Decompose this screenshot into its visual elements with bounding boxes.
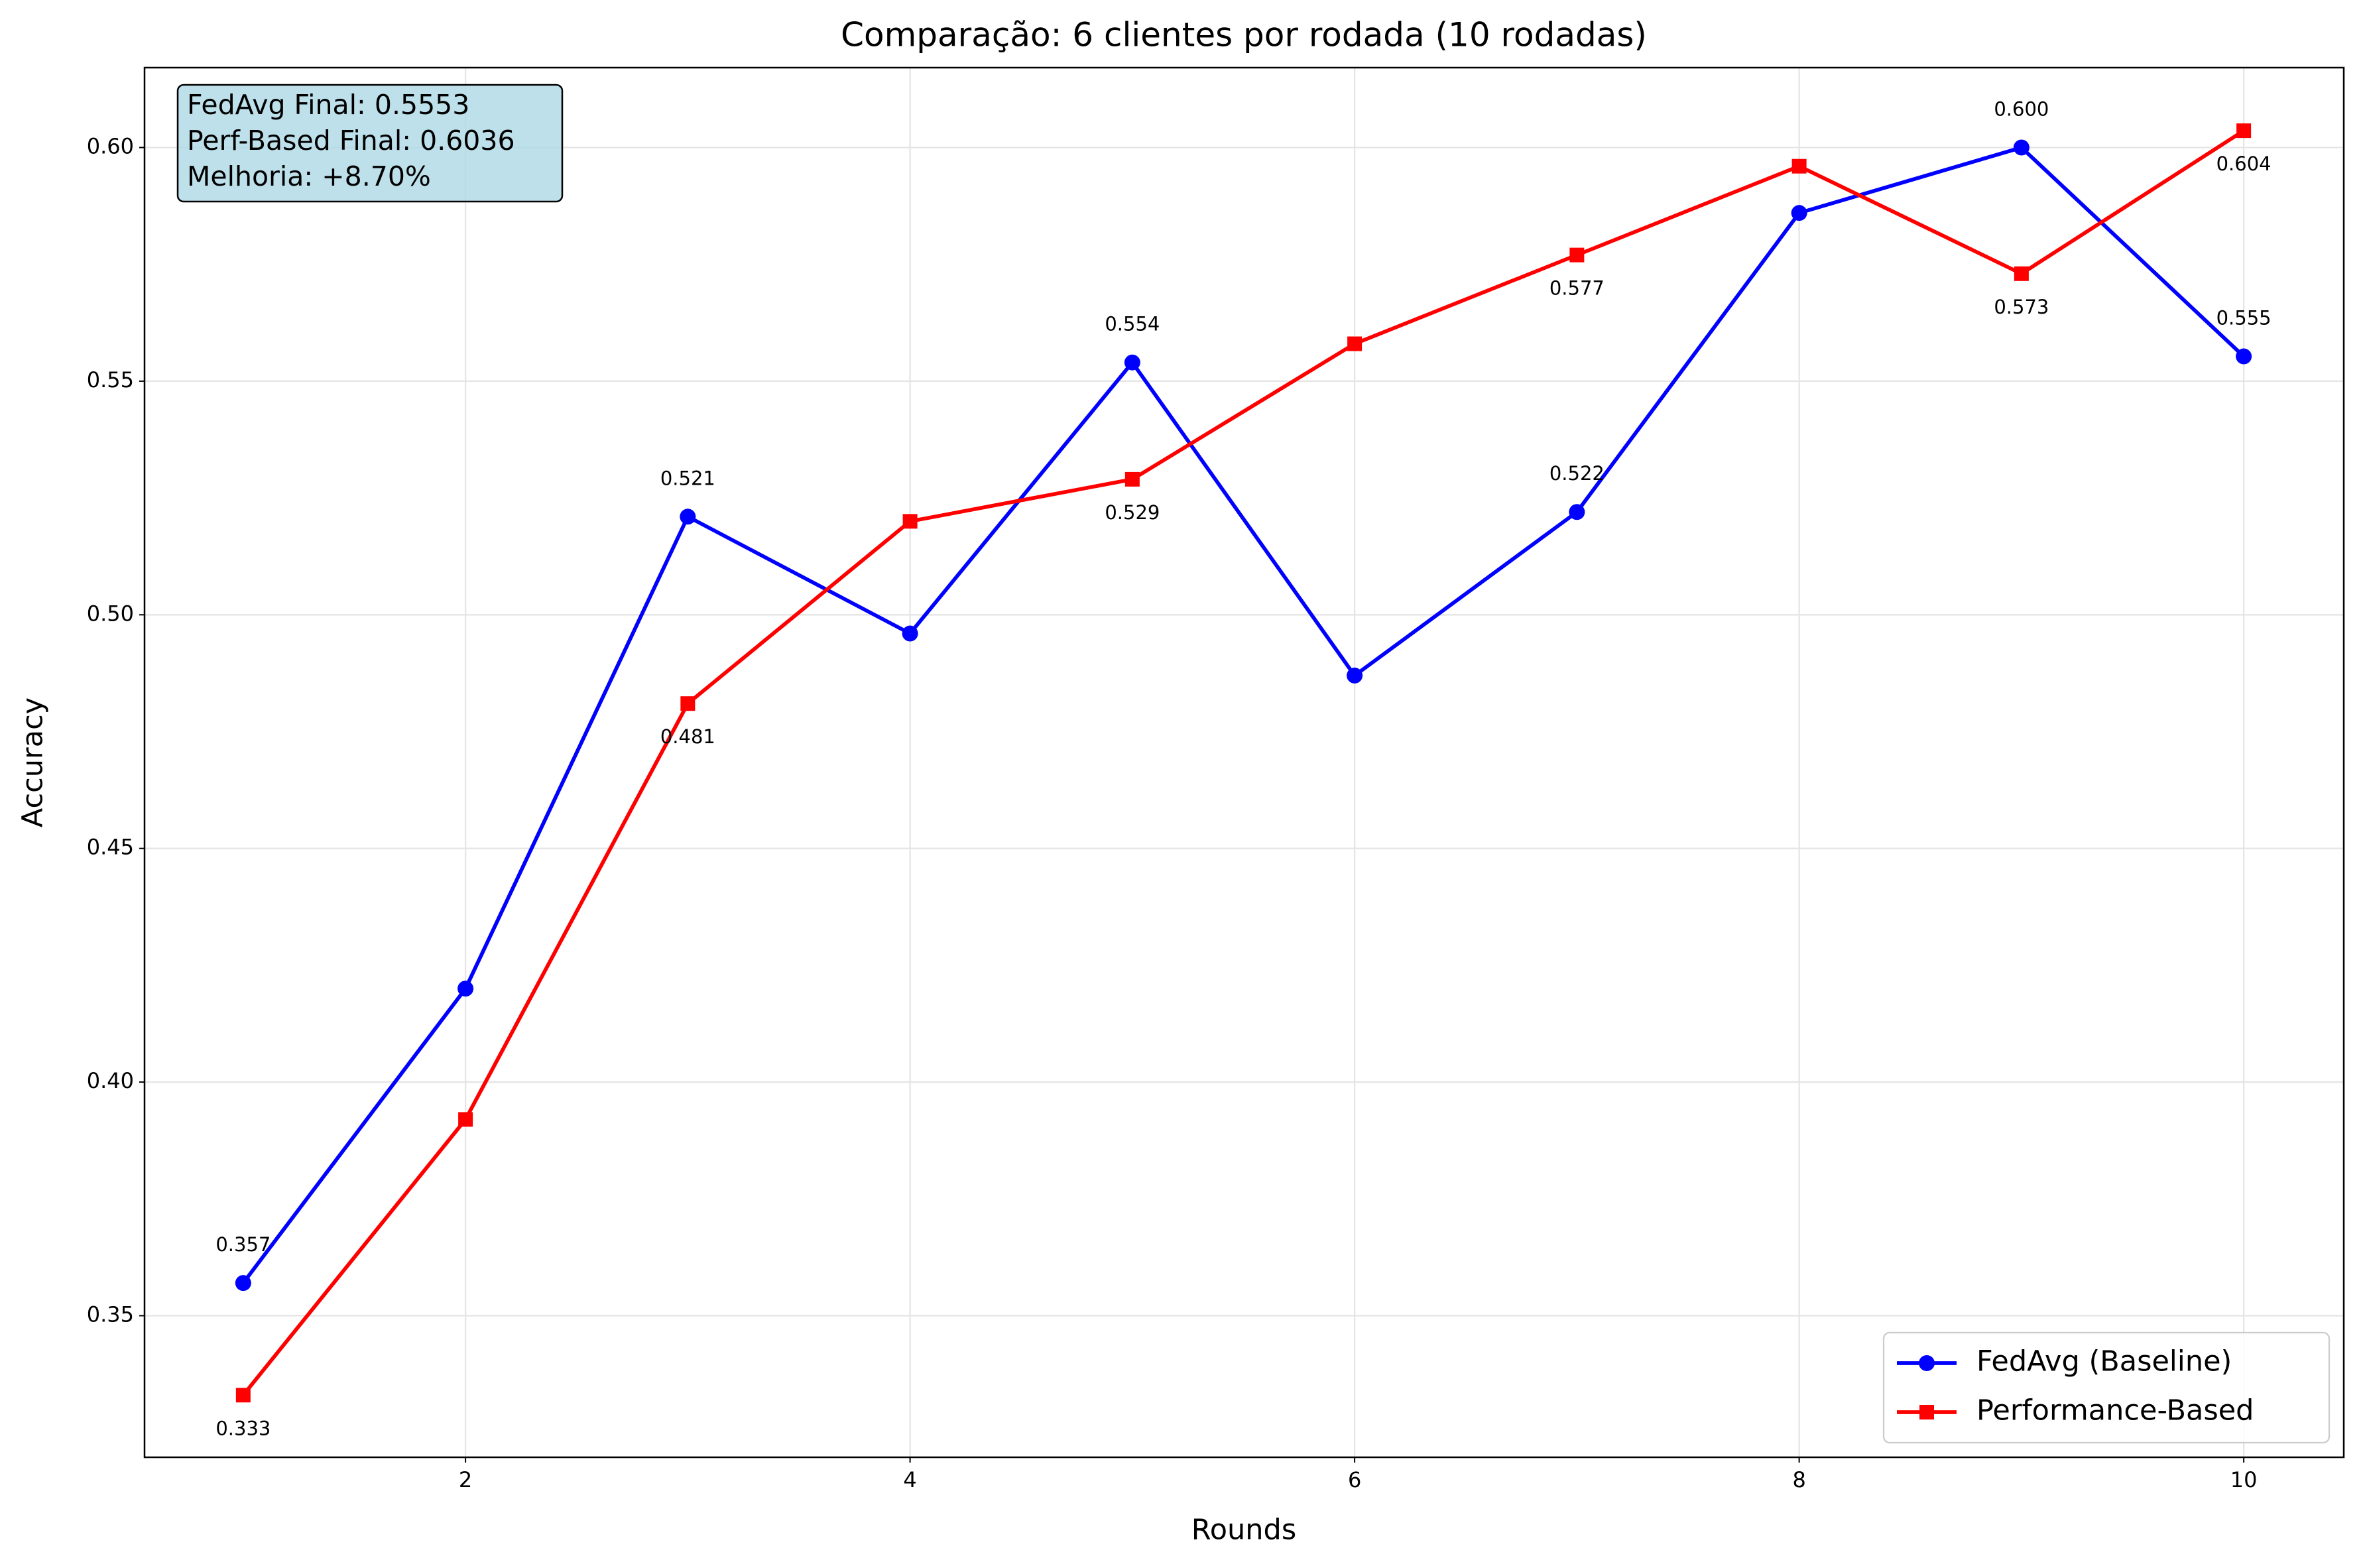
marker: [235, 1275, 251, 1292]
marker: [1124, 471, 1140, 487]
annotation-text: Perf-Based Final: 0.6036: [187, 125, 515, 156]
marker: [1791, 205, 1807, 221]
data-label: 0.521: [660, 467, 715, 489]
marker: [2013, 139, 2030, 156]
marker: [2236, 123, 2252, 139]
y-tick-label: 0.35: [87, 1301, 134, 1327]
data-label: 0.481: [660, 725, 715, 748]
marker: [2014, 266, 2029, 281]
legend-label: Performance-Based: [1976, 1394, 2254, 1427]
y-tick-label: 0.50: [87, 601, 134, 626]
legend: FedAvg (Baseline) Performance-Based: [1882, 1331, 2331, 1444]
marker: [457, 981, 474, 997]
x-tick-label: 4: [903, 1467, 916, 1492]
x-tick-label: 10: [2230, 1467, 2258, 1492]
annotation-text: Melhoria: +8.70%: [187, 160, 431, 192]
annotation-text: FedAvg Final: 0.5553: [187, 89, 469, 121]
chart-title: Comparação: 6 clientes por rodada (10 ro…: [841, 16, 1647, 54]
plot-frame: [143, 66, 2345, 1459]
marker: [1347, 336, 1363, 351]
y-tick-label: 0.40: [87, 1068, 134, 1093]
data-label: 0.333: [215, 1417, 271, 1439]
data-label: 0.357: [215, 1233, 271, 1256]
marker: [1919, 1355, 1935, 1371]
y-tick-label: 0.60: [87, 134, 134, 159]
marker: [1347, 667, 1363, 684]
marker: [2236, 348, 2252, 365]
data-label: 0.555: [2216, 307, 2272, 330]
marker: [1124, 354, 1140, 371]
data-label: 0.577: [1549, 277, 1605, 300]
y-axis-label: Accuracy: [17, 697, 50, 827]
data-label: 0.604: [2216, 152, 2272, 175]
y-tick-label: 0.45: [87, 835, 134, 860]
marker: [1919, 1405, 1934, 1419]
data-label: 0.529: [1105, 501, 1160, 524]
marker: [1569, 247, 1585, 263]
marker: [1791, 158, 1807, 174]
x-tick-label: 6: [1348, 1467, 1361, 1492]
annotation-box: FedAvg Final: 0.5553 Perf-Based Final: 0.…: [176, 84, 564, 203]
marker: [680, 509, 696, 525]
annotation-frame: [176, 84, 564, 203]
data-label: 0.522: [1549, 462, 1605, 485]
legend-label: FedAvg (Baseline): [1976, 1345, 2232, 1378]
y-tick-label: 0.55: [87, 367, 134, 392]
x-axis-label: Rounds: [1191, 1514, 1296, 1547]
x-tick-label: 8: [1792, 1467, 1805, 1492]
marker: [680, 696, 696, 711]
marker: [902, 625, 918, 642]
series-line: [241, 129, 2245, 1397]
data-label: 0.554: [1105, 313, 1160, 335]
marker: [458, 1112, 473, 1127]
marker: [235, 1388, 251, 1403]
data-label: 0.600: [1994, 98, 2049, 121]
data-label: 0.573: [1994, 296, 2049, 318]
legend-frame: [1882, 1331, 2331, 1444]
series-line: [241, 145, 2246, 1284]
marker: [902, 514, 918, 529]
x-tick-label: 2: [459, 1467, 472, 1492]
marker: [1569, 504, 1585, 520]
